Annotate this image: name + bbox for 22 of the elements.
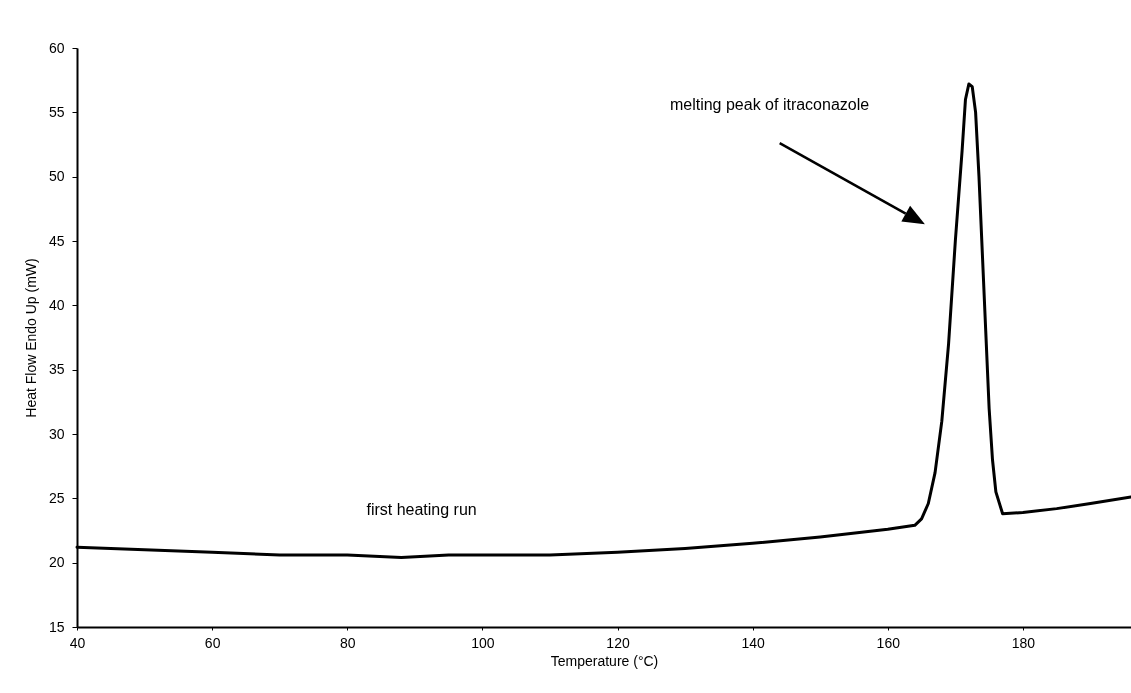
y-tick-label: 15 bbox=[48, 618, 65, 635]
x-tick-label: 40 bbox=[69, 634, 86, 651]
y-tick-label: 50 bbox=[48, 168, 65, 185]
x-tick-label: 100 bbox=[471, 634, 495, 651]
y-axis-title: Heat Flow Endo Up (mW) bbox=[22, 258, 39, 418]
x-tick-label: 160 bbox=[876, 634, 901, 651]
y-tick-label: 20 bbox=[48, 554, 65, 571]
x-tick-label: 140 bbox=[741, 634, 766, 651]
y-tick-label: 45 bbox=[48, 232, 65, 249]
annotation: first heating run bbox=[366, 500, 477, 518]
y-tick-label: 40 bbox=[48, 296, 65, 313]
x-tick-label: 60 bbox=[204, 634, 221, 651]
y-tick-label: 55 bbox=[48, 103, 65, 120]
annotation: melting peak of itraconazole bbox=[669, 95, 870, 113]
y-tick-label: 25 bbox=[48, 489, 65, 506]
x-tick-label: 180 bbox=[1011, 634, 1036, 651]
x-tick-label: 120 bbox=[606, 634, 630, 651]
y-tick-label: 35 bbox=[48, 361, 65, 378]
y-tick-label: 30 bbox=[48, 425, 65, 442]
x-axis-title: Temperature (°C) bbox=[550, 652, 659, 669]
x-tick-label: 80 bbox=[339, 634, 356, 651]
y-tick-label: 60 bbox=[48, 39, 65, 56]
